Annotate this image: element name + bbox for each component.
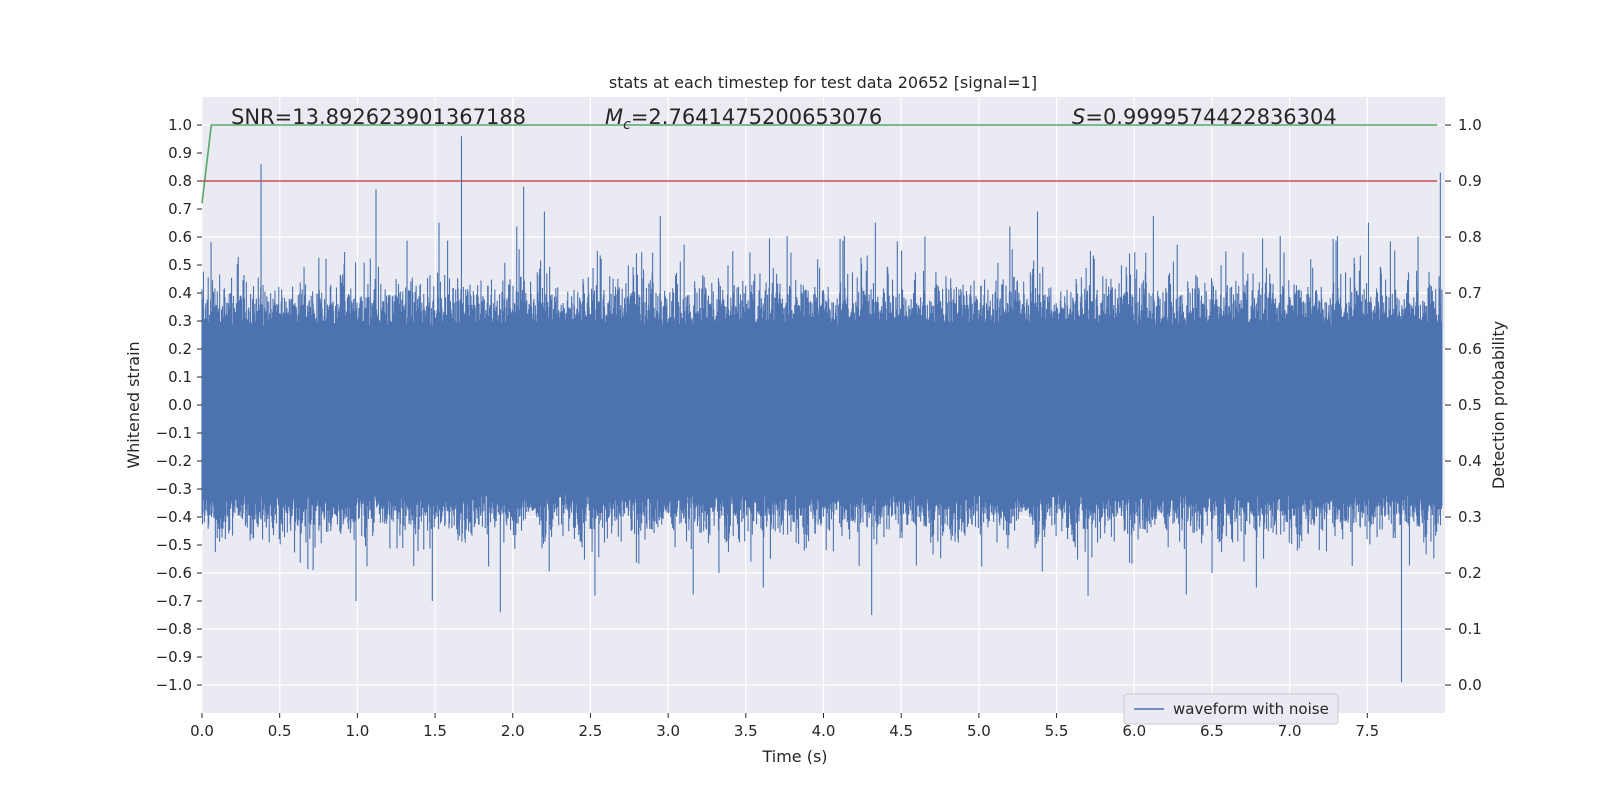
- x-tick-label: 5.0: [967, 722, 991, 740]
- y-right-tick-label: 0.8: [1458, 228, 1482, 246]
- probability-lines: [201, 124, 1438, 204]
- x-tick-label: 6.5: [1200, 722, 1224, 740]
- y-right-tick-label: 0.5: [1458, 396, 1482, 414]
- x-tick-label: 4.0: [812, 722, 836, 740]
- y-tick-label: −0.7: [156, 592, 192, 610]
- y-axis-ticks: 1.0 0.9 0.8 0.7 0.6 0.5 0.4 0.3 0.2 0.1 0.0 −0.1 −0.…: [156, 116, 202, 694]
- x-tick-label: 1.5: [423, 722, 447, 740]
- chirp-mass-value: =2.7641475200653076: [631, 105, 882, 129]
- y-right-tick-label: 0.3: [1458, 508, 1482, 526]
- y-tick-label: 0.8: [168, 172, 192, 190]
- x-tick-label: 7.0: [1278, 722, 1302, 740]
- y-axis-label: Whitened strain: [124, 341, 143, 468]
- x-tick-label: 2.0: [501, 722, 525, 740]
- y-tick-label: −0.8: [156, 620, 192, 638]
- x-tick-label: 3.0: [656, 722, 680, 740]
- chart-title: stats at each timestep for test data 206…: [609, 73, 1037, 92]
- legend: waveform with noise: [1123, 693, 1339, 725]
- x-tick-label: 5.5: [1045, 722, 1069, 740]
- y-tick-label: −0.2: [156, 452, 192, 470]
- y-tick-label: 0.6: [168, 228, 192, 246]
- y-tick-label: 0.4: [168, 284, 192, 302]
- x-tick-label: 7.5: [1355, 722, 1379, 740]
- y-tick-label: −0.6: [156, 564, 192, 582]
- y-tick-label: −1.0: [156, 676, 192, 694]
- y-right-tick-label: 0.7: [1458, 284, 1482, 302]
- chirp-mass-annotation: Mc=2.7641475200653076: [605, 105, 882, 133]
- legend-label: waveform with noise: [1173, 700, 1329, 718]
- waveform-series: [201, 136, 1443, 683]
- x-axis-ticks: 0.0 0.5 1.0 1.5 2.0 2.5 3.0 3.5 4.0 4.5 5.0 5.5 6.0 6…: [190, 713, 1379, 740]
- y-tick-label: 0.3: [168, 312, 192, 330]
- y-tick-label: 0.7: [168, 200, 192, 218]
- x-tick-label: 6.0: [1122, 722, 1146, 740]
- y-tick-label: −0.4: [156, 508, 192, 526]
- y-tick-label: 1.0: [168, 116, 192, 134]
- x-tick-label: 2.5: [579, 722, 603, 740]
- x-axis-label: Time (s): [761, 747, 827, 766]
- y-tick-label: −0.1: [156, 424, 192, 442]
- snr-annotation: SNR=13.892623901367188: [231, 105, 526, 129]
- y-right-tick-label: 0.1: [1458, 620, 1482, 638]
- y-right-axis-ticks: 1.0 0.9 0.8 0.7 0.6 0.5 0.4 0.3 0.2 0.1 0.0: [1445, 116, 1482, 694]
- detection-probability-line: [201, 124, 1438, 204]
- y-tick-label: −0.5: [156, 536, 192, 554]
- y-right-tick-label: 0.2: [1458, 564, 1482, 582]
- y-right-axis-label: Detection probability: [1489, 321, 1508, 489]
- y-tick-label: −0.9: [156, 648, 192, 666]
- y-tick-label: 0.9: [168, 144, 192, 162]
- y-tick-label: 0.2: [168, 340, 192, 358]
- y-tick-label: −0.3: [156, 480, 192, 498]
- legend-box: [1123, 693, 1339, 725]
- waveform-trace: [201, 136, 1443, 683]
- x-tick-label: 3.5: [734, 722, 758, 740]
- y-right-tick-label: 0.6: [1458, 340, 1482, 358]
- y-tick-label: 0.5: [168, 256, 192, 274]
- x-tick-label: 1.0: [345, 722, 369, 740]
- chirp-mass-subscript: c: [623, 117, 631, 133]
- y-right-tick-label: 0.0: [1458, 676, 1482, 694]
- score-value: =0.9999574422836304: [1085, 105, 1336, 129]
- y-tick-label: 0.1: [168, 368, 192, 386]
- score-annotation: S=0.9999574422836304: [1072, 105, 1337, 129]
- score-symbol: S: [1072, 105, 1085, 129]
- x-tick-label: 0.0: [190, 722, 214, 740]
- y-right-tick-label: 1.0: [1458, 116, 1482, 134]
- chirp-mass-symbol: M: [605, 105, 623, 129]
- x-tick-label: 4.5: [889, 722, 913, 740]
- y-right-tick-label: 0.9: [1458, 172, 1482, 190]
- y-right-tick-label: 0.4: [1458, 452, 1482, 470]
- x-tick-label: 0.5: [268, 722, 292, 740]
- y-tick-label: 0.0: [168, 396, 192, 414]
